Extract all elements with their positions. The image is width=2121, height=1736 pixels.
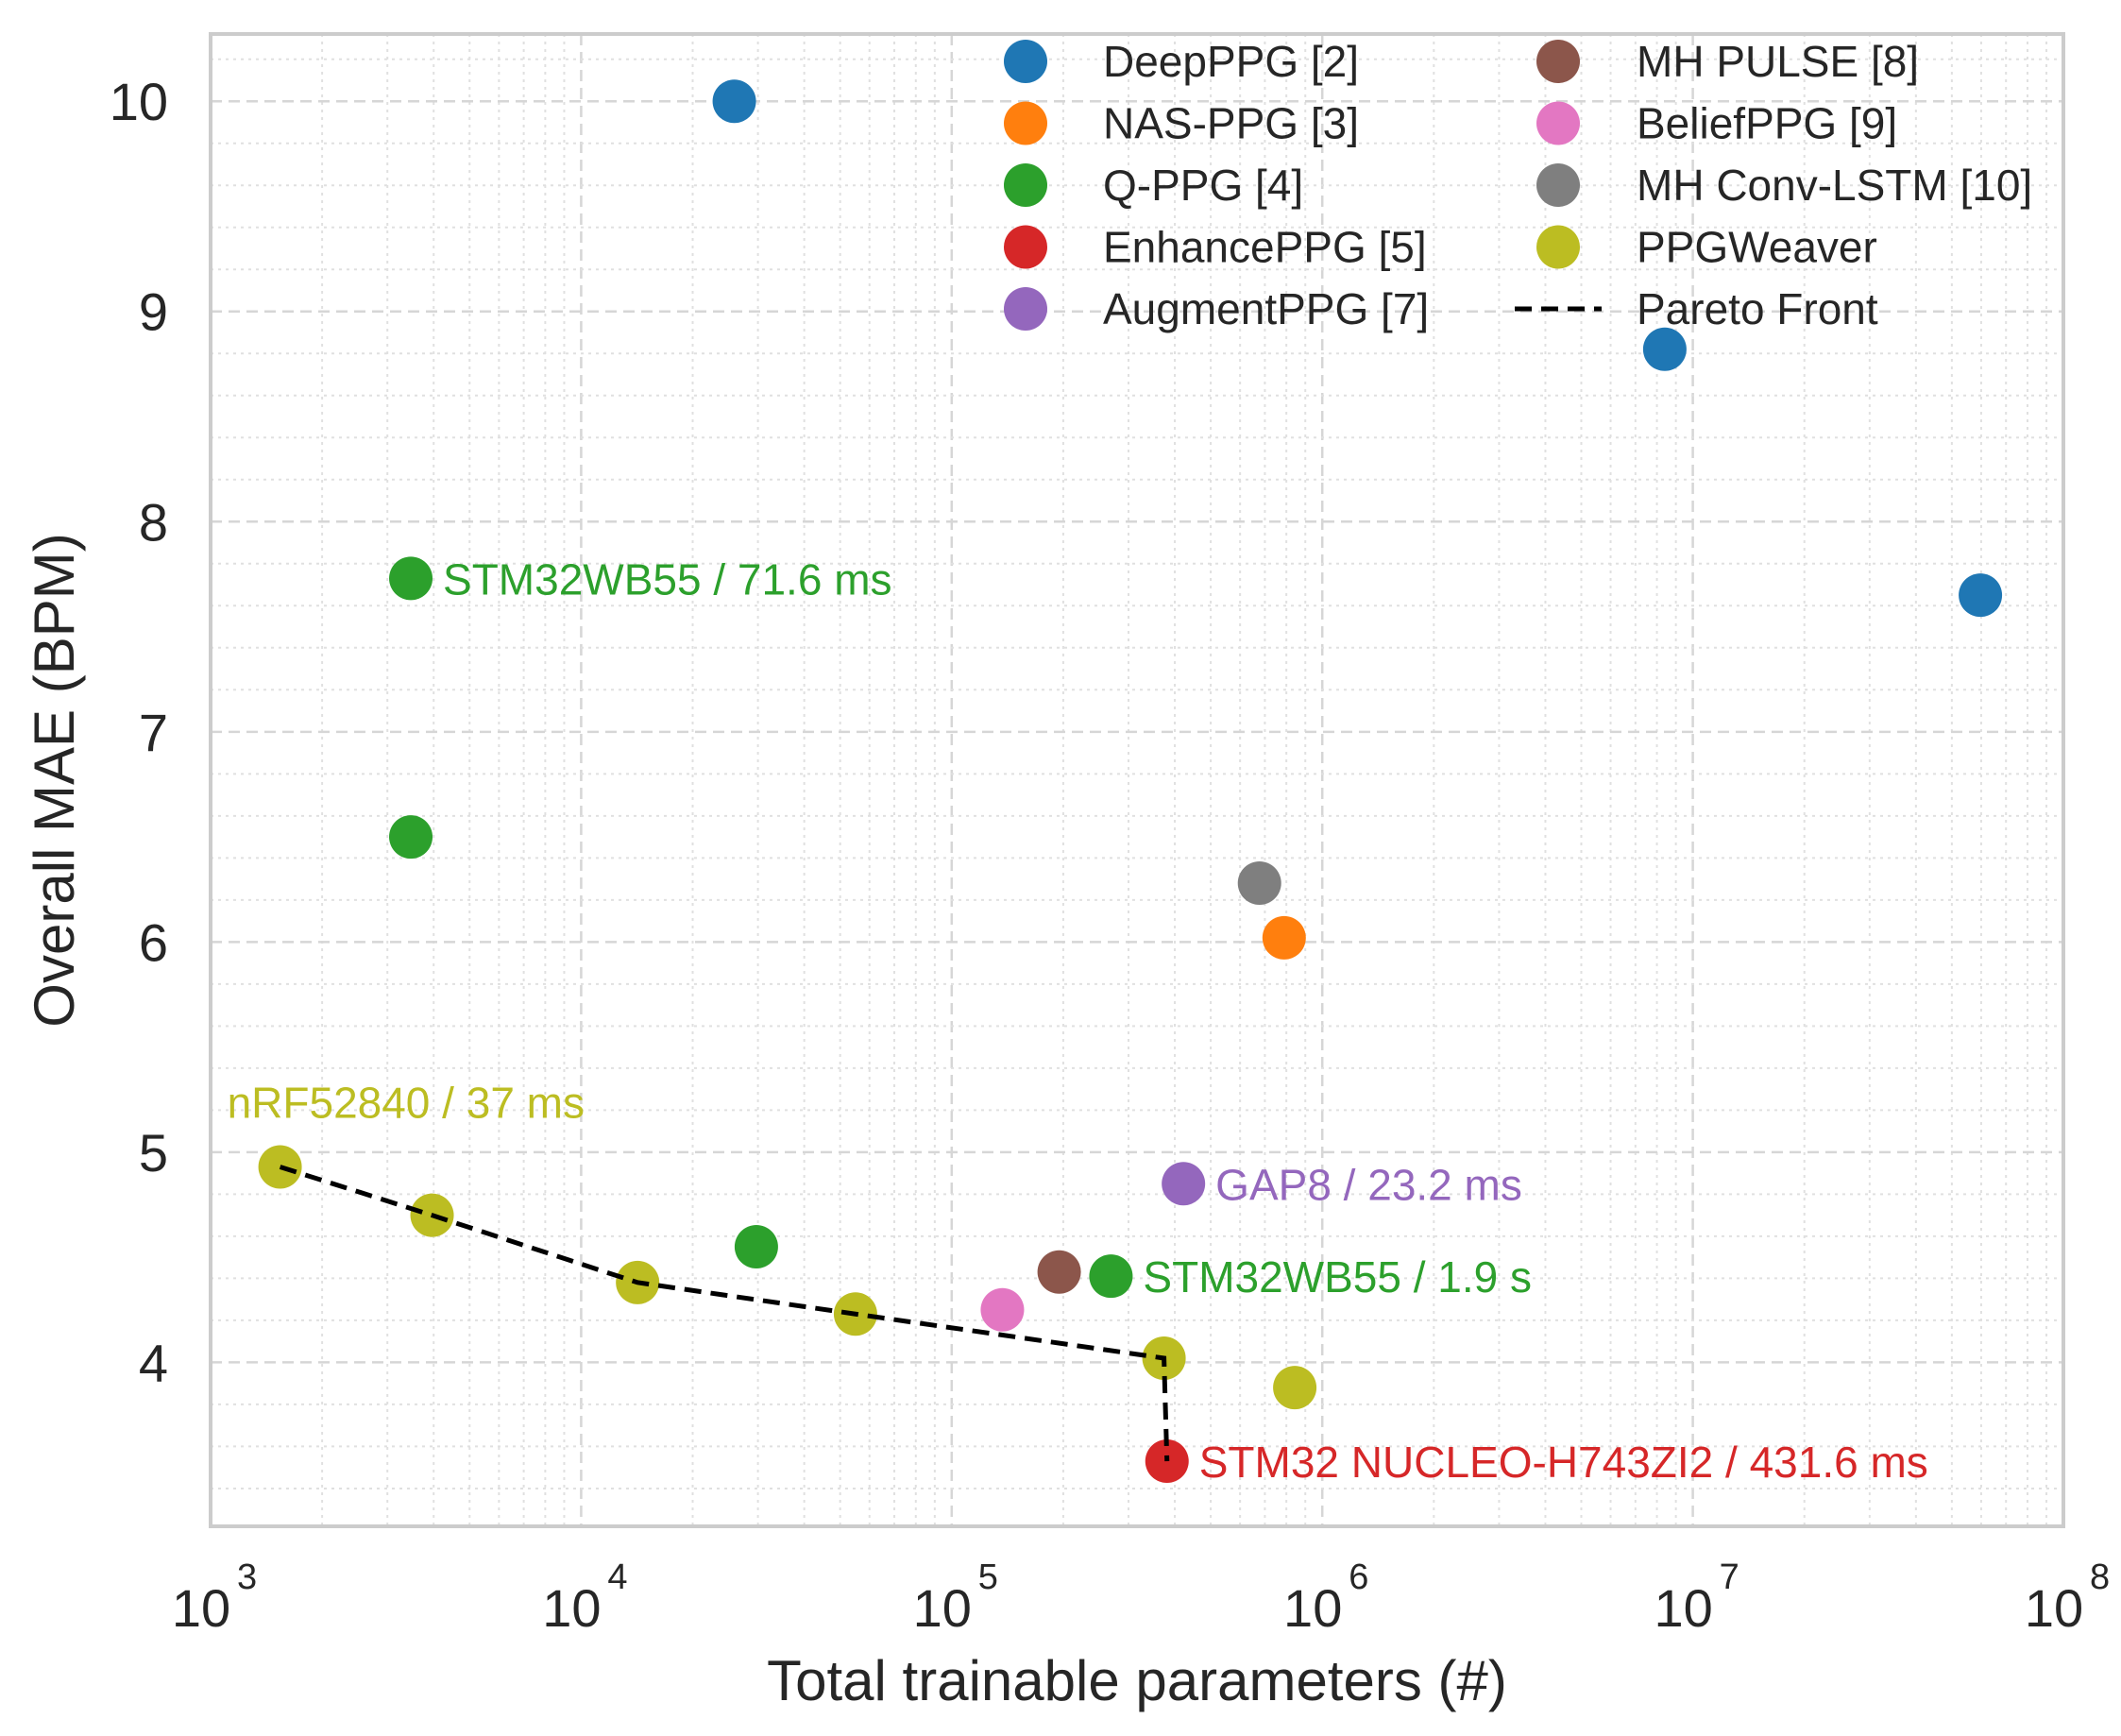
x-tick-base: 10: [542, 1578, 601, 1638]
point-mh-conv-lstm-10: [1237, 861, 1281, 906]
annotation-label: nRF52840 / 37 ms: [228, 1078, 585, 1127]
legend: DeepPPG [2] NAS-PPG [3] Q-PPG [4] EnhancePP…: [1004, 37, 2032, 333]
grid: [209, 34, 2065, 1526]
x-tick-label: 104: [542, 1557, 627, 1638]
point-mh-pulse-8: [1037, 1250, 1081, 1294]
legend-marker: [1536, 225, 1580, 269]
x-tick-base: 10: [172, 1578, 230, 1638]
y-axis-label: Overall MAE (BPM): [23, 533, 86, 1027]
point-beliefppg-9: [980, 1287, 1025, 1332]
y-tick-label: 5: [139, 1123, 168, 1183]
point-deepppg-2: [712, 79, 756, 124]
y-tick-label: 7: [139, 703, 168, 762]
x-tick-exponent: 4: [607, 1557, 627, 1597]
x-axis-label: Total trainable parameters (#): [767, 1649, 1507, 1712]
legend-label: NAS-PPG [3]: [1103, 99, 1359, 148]
legend-entry: BeliefPPG [9]: [1536, 99, 1897, 148]
point-q-ppg-4: [1089, 1254, 1133, 1299]
legend-marker: [1004, 287, 1047, 331]
annotation-label: GAP8 / 23.2 ms: [1215, 1160, 1522, 1209]
point-nas-ppg-3: [1262, 915, 1306, 960]
legend-entry: Pareto Front: [1515, 284, 1878, 333]
x-tick-exponent: 3: [237, 1557, 257, 1597]
legend-label: AugmentPPG [7]: [1103, 284, 1429, 333]
legend-entry: NAS-PPG [3]: [1004, 99, 1359, 148]
annotation-label: STM32WB55 / 1.9 s: [1143, 1252, 1532, 1302]
legend-label: DeepPPG [2]: [1103, 37, 1359, 86]
point-q-ppg-4: [734, 1225, 778, 1269]
legend-label: Pareto Front: [1637, 284, 1878, 333]
point-q-ppg-4: [389, 815, 433, 859]
legend-label: PPGWeaver: [1637, 223, 1877, 272]
point-deepppg-2: [1642, 327, 1687, 371]
annotations: STM32WB55 / 71.6 ms nRF52840 / 37 ms GAP8 …: [228, 554, 1928, 1487]
x-tick-base: 10: [2025, 1578, 2083, 1638]
legend-label: EnhancePPG [5]: [1103, 223, 1427, 272]
x-tick-label: 106: [1283, 1557, 1368, 1638]
y-tick-label: 4: [139, 1333, 168, 1392]
legend-marker: [1004, 163, 1047, 207]
x-tick-label: 108: [2025, 1557, 2110, 1638]
legend-marker: [1536, 40, 1580, 83]
legend-marker: [1004, 225, 1047, 269]
legend-entry: PPGWeaver: [1536, 223, 1877, 272]
x-tick-base: 10: [913, 1578, 972, 1638]
legend-entry: AugmentPPG [7]: [1004, 284, 1429, 333]
y-tick-label: 8: [139, 492, 168, 552]
legend-entry: Q-PPG [4]: [1004, 161, 1303, 210]
legend-label: MH PULSE [8]: [1637, 37, 1919, 86]
pareto-front-line: [279, 1165, 1170, 1462]
point-q-ppg-4: [389, 556, 433, 601]
plot-frame: [209, 32, 2065, 1528]
data-points: [258, 79, 2003, 1484]
legend-entry: MH PULSE [8]: [1536, 37, 1919, 86]
annotation-label: STM32 NUCLEO-H743ZI2 / 431.6 ms: [1199, 1438, 1928, 1487]
point-ppgweaver: [1273, 1366, 1317, 1410]
y-tick-label: 10: [110, 72, 168, 131]
x-tick-exponent: 7: [1720, 1557, 1739, 1597]
legend-marker: [1004, 101, 1047, 145]
point-deepppg-2: [1959, 573, 2003, 618]
legend-entry: DeepPPG [2]: [1004, 37, 1359, 86]
legend-label: MH Conv-LSTM [10]: [1637, 161, 2032, 210]
x-tick-label: 107: [1654, 1557, 1739, 1638]
annotation-label: STM32WB55 / 71.6 ms: [443, 554, 891, 604]
y-tick-label: 9: [139, 282, 168, 342]
x-tick-exponent: 5: [978, 1557, 998, 1597]
x-tick-label: 105: [913, 1557, 998, 1638]
legend-label: Q-PPG [4]: [1103, 161, 1303, 210]
pareto-front: [279, 1165, 1170, 1462]
point-augmentppg-7: [1162, 1162, 1206, 1206]
legend-entry: MH Conv-LSTM [10]: [1536, 161, 2032, 210]
x-tick-base: 10: [1654, 1578, 1712, 1638]
x-tick-exponent: 8: [2090, 1557, 2110, 1597]
legend-entry: EnhancePPG [5]: [1004, 223, 1427, 272]
y-tick-label: 6: [139, 912, 168, 972]
legend-marker: [1004, 40, 1047, 83]
x-tick-label: 103: [172, 1557, 257, 1638]
x-tick-exponent: 6: [1349, 1557, 1368, 1597]
legend-label: BeliefPPG [9]: [1637, 99, 1897, 148]
legend-marker: [1536, 101, 1580, 145]
legend-marker: [1536, 163, 1580, 207]
x-tick-base: 10: [1283, 1578, 1342, 1638]
y-ticks: 4 5 6 7 8 9 10: [110, 72, 168, 1392]
